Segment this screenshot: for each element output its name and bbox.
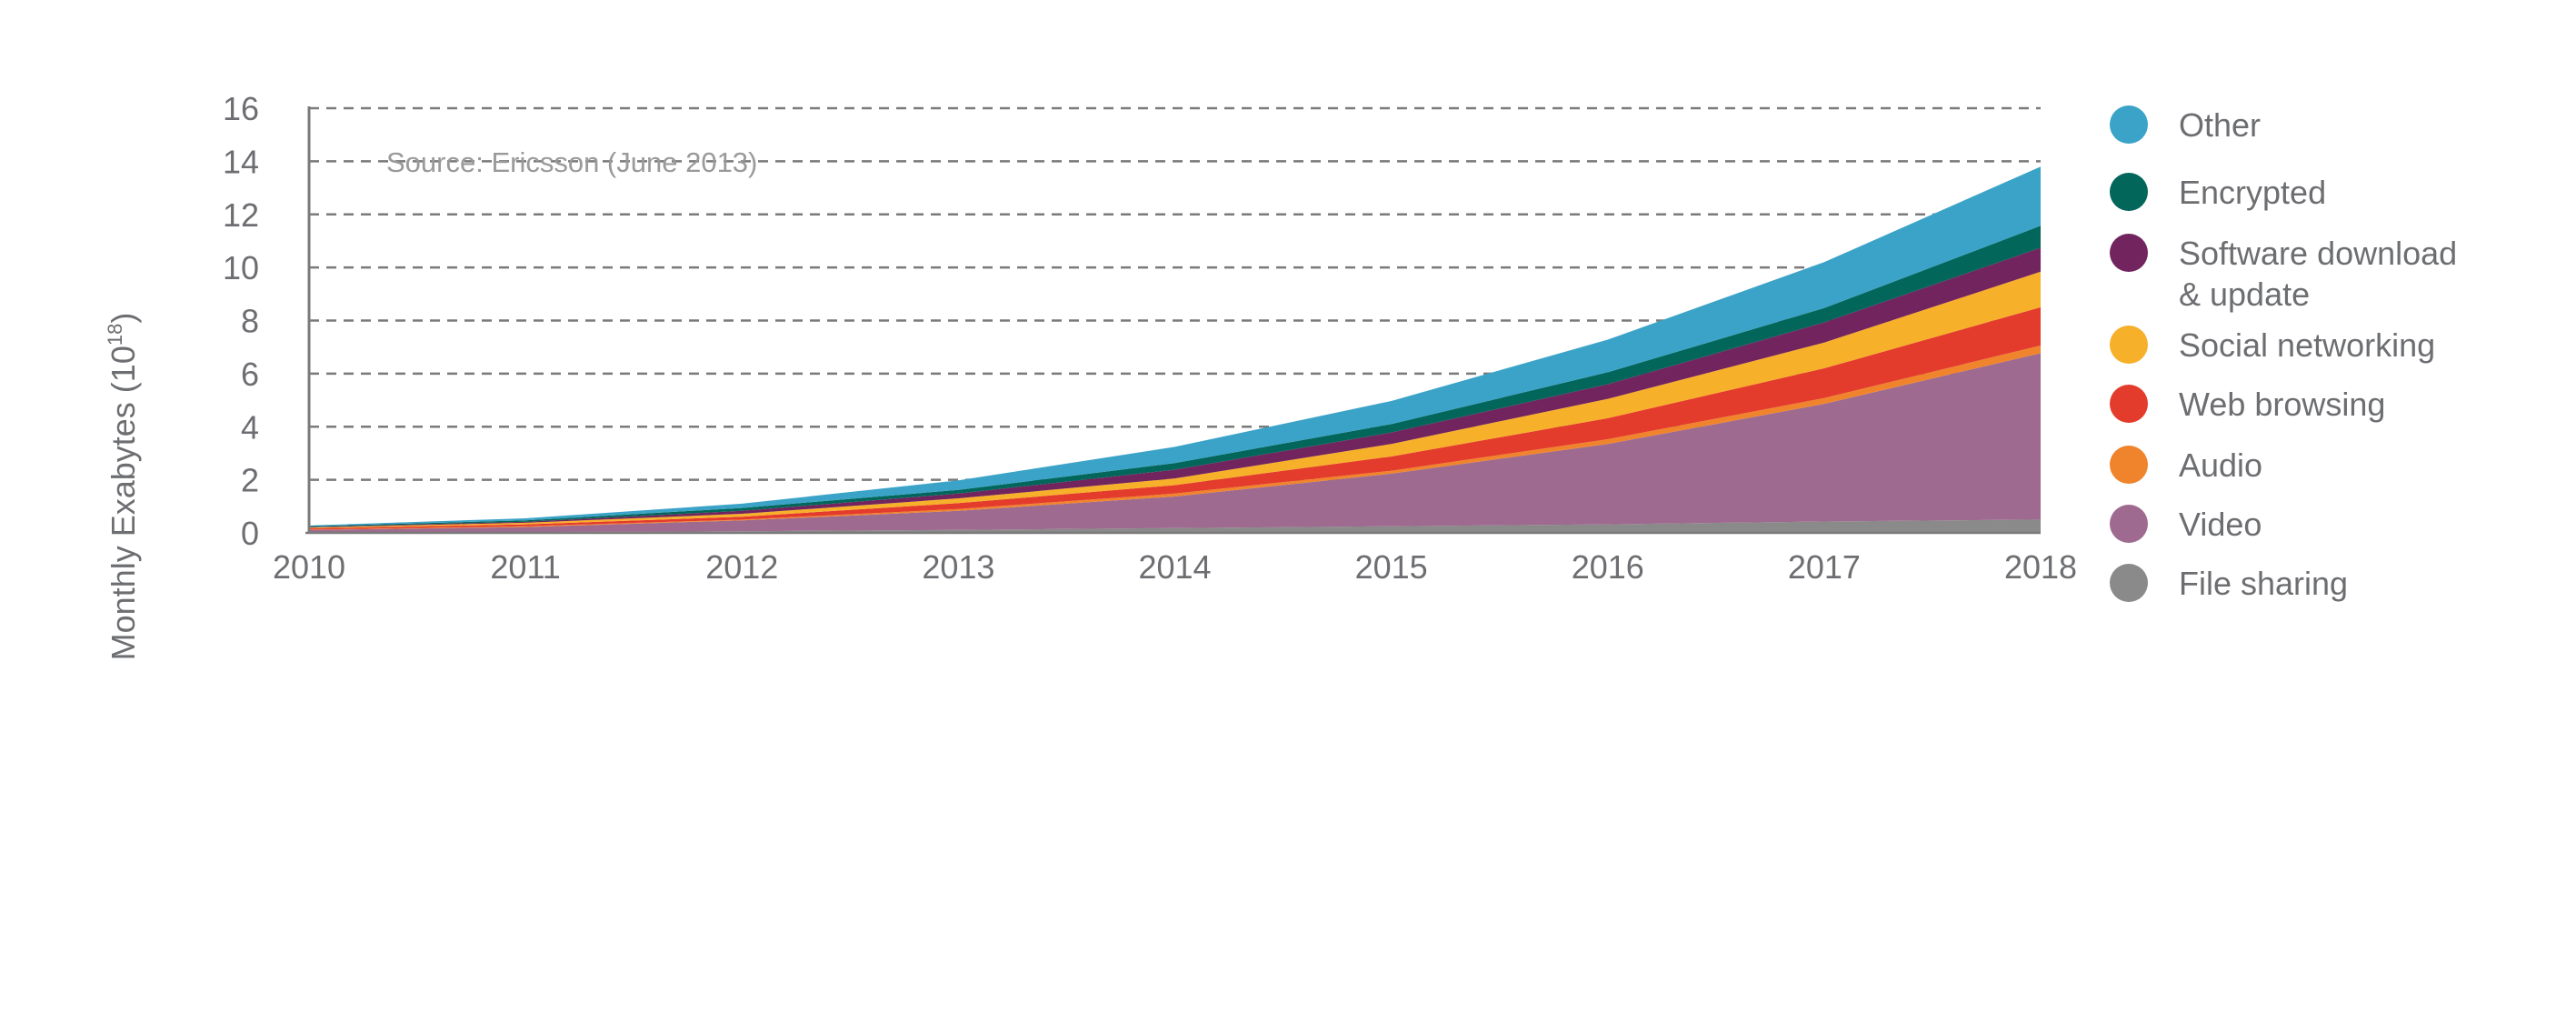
legend-swatch	[2110, 234, 2148, 272]
y-tick-label: 8	[241, 303, 259, 340]
legend-item: Other	[2110, 105, 2261, 144]
legend-swatch	[2110, 505, 2148, 543]
area-video	[309, 353, 2041, 533]
x-tick-label: 2018	[2004, 548, 2077, 586]
source-annotation: Source: Ericsson (June 2013)	[386, 146, 757, 178]
y-tick-label: 4	[241, 408, 259, 446]
y-tick-label: 6	[241, 356, 259, 393]
x-tick-label: 2015	[1355, 548, 1428, 586]
area-web-browsing	[309, 306, 2041, 530]
legend-swatch	[2110, 105, 2148, 144]
area-other	[309, 166, 2041, 527]
legend-label: Video	[2179, 506, 2261, 543]
legend-item: Software download & update	[2110, 234, 2457, 313]
x-tick-label: 2010	[273, 548, 345, 586]
y-axis-label-text: Monthly Exabytes (10	[105, 346, 142, 660]
legend-swatch	[2110, 326, 2148, 364]
axes: 0 2 4 6 8 10 12 14 16 2010 2011 2012 2013 2014 2015 201…	[223, 90, 2077, 586]
legend-label: Other	[2179, 106, 2261, 144]
legend-item: Audio	[2110, 446, 2262, 484]
legend-item: Web browsing	[2110, 385, 2385, 423]
y-tick-label: 12	[223, 196, 259, 234]
legend-item: Video	[2110, 505, 2261, 543]
legend-swatch	[2110, 173, 2148, 211]
y-tick-label: 16	[223, 90, 259, 127]
area-encrypted	[309, 226, 2041, 527]
area-file-sharing	[309, 519, 2041, 533]
x-tick-label: 2017	[1788, 548, 1861, 586]
legend-item: Social networking	[2110, 326, 2435, 364]
x-tick-label: 2016	[1572, 548, 1644, 586]
legend-label: Web browsing	[2179, 386, 2385, 423]
legend-swatch	[2110, 446, 2148, 484]
legend-label: Audio	[2179, 446, 2262, 484]
legend-item: File sharing	[2110, 564, 2348, 602]
y-tick-label: 14	[223, 143, 259, 180]
y-axis-label: Monthly Exabytes (1018)	[104, 313, 142, 661]
y-axis-label-close: )	[105, 313, 142, 324]
x-tick-label: 2011	[490, 548, 560, 586]
legend-swatch	[2110, 564, 2148, 602]
series-areas	[309, 166, 2041, 533]
legend-label: Social networking	[2179, 326, 2435, 364]
legend-swatch	[2110, 385, 2148, 423]
legend-label: Software download	[2179, 235, 2457, 272]
y-tick-label: 10	[223, 249, 259, 286]
y-axis-label-superscript: 18	[104, 324, 126, 346]
legend-item: Encrypted	[2110, 173, 2326, 211]
x-tick-label: 2012	[705, 548, 778, 586]
y-tick-label: 2	[241, 462, 259, 499]
legend-label: Encrypted	[2179, 174, 2326, 211]
x-tick-label: 2014	[1138, 548, 1211, 586]
legend-label: File sharing	[2179, 565, 2348, 602]
y-tick-label: 0	[241, 515, 259, 552]
area-software-download-update	[309, 247, 2041, 528]
legend-label-line2: & update	[2179, 276, 2310, 313]
x-tick-label: 2013	[922, 548, 994, 586]
